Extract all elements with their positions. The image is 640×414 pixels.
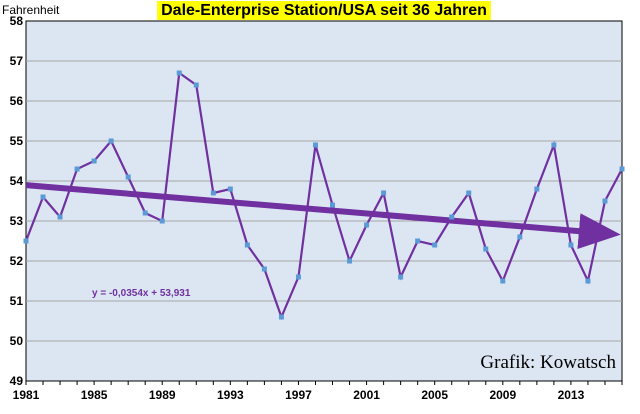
data-point	[449, 214, 455, 220]
data-point	[176, 70, 182, 76]
data-point	[159, 218, 165, 224]
x-axis: 1981 1985 1989 1993 1997 2001 2005 2009 2013	[13, 381, 623, 402]
data-point	[364, 222, 370, 228]
data-point	[381, 190, 387, 196]
data-point	[602, 198, 608, 204]
data-point	[91, 158, 97, 164]
credit-annotation: Grafik: Kowatsch	[480, 352, 616, 373]
series-markers	[23, 70, 625, 320]
x-tick-label: 2013	[558, 388, 585, 402]
data-point	[312, 142, 318, 148]
x-tick-label: 2005	[421, 388, 448, 402]
y-tick-label: 55	[10, 134, 24, 148]
y-tick-label: 51	[10, 294, 24, 308]
data-point	[347, 258, 353, 264]
y-tick-label: 58	[10, 14, 24, 28]
x-tick-label: 1997	[285, 388, 312, 402]
trend-equation: y = -0,0354x + 53,931	[92, 288, 191, 299]
x-tick-label: 2009	[489, 388, 516, 402]
data-point	[210, 190, 216, 196]
trend-arrow	[25, 182, 621, 250]
title-highlight	[157, 1, 491, 20]
y-tick-label: 57	[10, 54, 24, 68]
y-tick-label: 50	[10, 334, 24, 348]
data-point	[57, 214, 63, 220]
y-axis: 49 50 51 52 53 54 55 56 57 58	[10, 14, 24, 388]
data-point	[125, 174, 131, 180]
data-point	[398, 274, 404, 280]
data-point	[517, 234, 523, 240]
data-point	[483, 246, 489, 252]
x-tick-label: 1993	[217, 388, 244, 402]
data-point	[261, 266, 267, 272]
data-point	[193, 82, 199, 88]
series-line	[24, 71, 623, 321]
data-point	[23, 238, 29, 244]
plot-area	[25, 20, 623, 382]
y-tick-label: 52	[10, 254, 24, 268]
y-axis-unit-label: Fahrenheit	[2, 3, 60, 17]
data-point	[551, 142, 557, 148]
x-tick-label: 1981	[13, 388, 40, 402]
gridlines	[26, 60, 622, 342]
data-point	[534, 186, 540, 192]
data-point	[432, 242, 438, 248]
y-tick-label: 54	[10, 174, 24, 188]
data-point	[40, 194, 46, 200]
y-tick-label: 49	[10, 374, 24, 388]
chart-title: Dale-Enterprise Station/USA seit 36 Jahr…	[161, 2, 487, 19]
x-tick-label: 2001	[353, 388, 380, 402]
data-point	[227, 186, 233, 192]
data-point	[568, 242, 574, 248]
data-point	[585, 278, 591, 284]
y-tick-label: 56	[10, 94, 24, 108]
data-point	[330, 202, 336, 208]
data-point	[278, 314, 284, 320]
data-point	[295, 274, 301, 280]
x-tick-label: 1989	[149, 388, 176, 402]
data-point	[619, 166, 625, 172]
data-point	[500, 278, 506, 284]
x-tick-label: 1985	[81, 388, 108, 402]
data-point	[415, 238, 421, 244]
data-point	[244, 242, 250, 248]
data-point	[108, 138, 114, 144]
data-point	[74, 166, 80, 172]
data-point	[142, 210, 148, 216]
data-point	[466, 190, 472, 196]
y-tick-label: 53	[10, 214, 24, 228]
